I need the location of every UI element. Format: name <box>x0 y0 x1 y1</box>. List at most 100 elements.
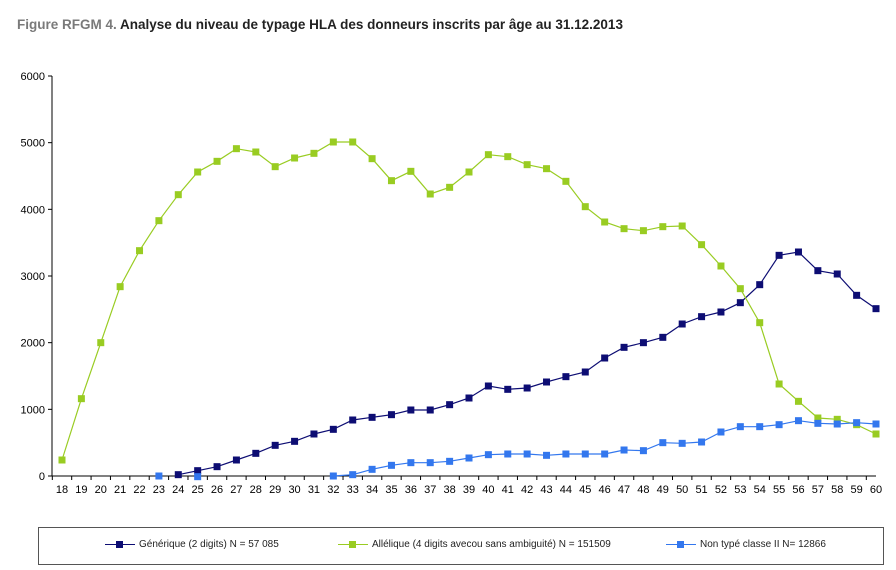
x-tick-label: 54 <box>754 484 766 496</box>
data-point-untyped <box>620 446 628 454</box>
x-tick-label: 46 <box>599 484 611 496</box>
data-point-generic <box>794 248 802 256</box>
data-point-allelic <box>698 241 706 249</box>
data-point-untyped <box>329 472 337 480</box>
data-point-untyped <box>678 439 686 447</box>
data-point-generic <box>349 416 357 424</box>
data-point-untyped <box>698 438 706 446</box>
x-tick-label: 29 <box>269 484 281 496</box>
data-point-untyped <box>426 459 434 467</box>
data-point-generic <box>775 251 783 259</box>
data-point-generic <box>329 425 337 433</box>
data-point-allelic <box>465 168 473 176</box>
data-point-generic <box>368 413 376 421</box>
data-point-allelic <box>58 456 66 464</box>
data-point-untyped <box>639 447 647 455</box>
data-point-allelic <box>136 247 144 255</box>
data-point-allelic <box>310 149 318 157</box>
data-point-untyped <box>368 465 376 473</box>
x-tick-label: 47 <box>618 484 630 496</box>
data-point-allelic <box>426 190 434 198</box>
x-tick-label: 43 <box>540 484 552 496</box>
data-point-generic <box>717 308 725 316</box>
data-point-untyped <box>775 421 783 429</box>
x-tick-label: 28 <box>250 484 262 496</box>
data-point-generic <box>756 281 764 289</box>
data-point-allelic <box>387 177 395 185</box>
legend-key-untyped <box>666 540 696 550</box>
data-point-generic <box>872 305 880 313</box>
data-point-generic <box>736 299 744 307</box>
x-tick-label: 36 <box>405 484 417 496</box>
data-point-allelic <box>97 339 105 347</box>
x-tick-label: 52 <box>715 484 727 496</box>
data-point-untyped <box>484 451 492 459</box>
data-point-generic <box>523 384 531 392</box>
data-point-allelic <box>484 151 492 159</box>
data-point-allelic <box>349 138 357 146</box>
data-point-generic <box>853 291 861 299</box>
y-tick-label: 4000 <box>21 204 45 216</box>
data-point-generic <box>814 267 822 275</box>
data-point-allelic <box>756 319 764 327</box>
data-point-allelic <box>581 203 589 211</box>
y-tick-label: 2000 <box>21 338 45 350</box>
x-tick-label: 30 <box>288 484 300 496</box>
data-point-generic <box>504 385 512 393</box>
series-line-untyped <box>333 420 877 477</box>
data-point-generic <box>581 368 589 376</box>
x-tick-label: 26 <box>211 484 223 496</box>
data-point-allelic <box>194 168 202 176</box>
data-point-generic <box>562 373 570 381</box>
x-tick-label: 33 <box>347 484 359 496</box>
x-tick-label: 32 <box>327 484 339 496</box>
x-tick-label: 40 <box>482 484 494 496</box>
title-text: Analyse du niveau de typage HLA des donn… <box>120 17 623 32</box>
x-tick-label: 24 <box>172 484 184 496</box>
legend: Générique (2 digits) N = 57 085 Alléliqu… <box>38 527 884 565</box>
data-point-generic <box>833 270 841 278</box>
legend-label-allelic: Allélique (4 digits avecou sans ambiguit… <box>372 539 611 550</box>
data-point-untyped <box>543 451 551 459</box>
x-tick-label: 20 <box>95 484 107 496</box>
data-point-allelic <box>794 397 802 405</box>
x-tick-label: 59 <box>850 484 862 496</box>
data-point-generic <box>252 449 260 457</box>
x-tick-label: 56 <box>792 484 804 496</box>
x-tick-label: 41 <box>502 484 514 496</box>
x-tick-label: 39 <box>463 484 475 496</box>
x-tick-label: 19 <box>75 484 87 496</box>
x-tick-label: 25 <box>192 484 204 496</box>
data-point-untyped <box>872 420 880 428</box>
x-tick-label: 42 <box>521 484 533 496</box>
data-point-generic <box>194 467 202 475</box>
data-point-untyped <box>523 450 531 458</box>
y-tick-label: 1000 <box>21 404 45 416</box>
data-point-allelic <box>232 145 240 153</box>
data-point-generic <box>232 456 240 464</box>
x-tick-label: 57 <box>812 484 824 496</box>
data-point-allelic <box>543 165 551 173</box>
data-point-allelic <box>814 414 822 422</box>
data-point-untyped <box>562 450 570 458</box>
series-line-allelic <box>61 141 877 461</box>
data-point-untyped <box>659 439 667 447</box>
data-point-untyped <box>833 420 841 428</box>
y-tick-label: 0 <box>39 471 45 483</box>
x-tick-label: 45 <box>579 484 591 496</box>
chart-title: Figure RFGM 4. Analyse du niveau de typa… <box>17 17 623 32</box>
data-point-allelic <box>504 153 512 161</box>
x-tick-label: 27 <box>230 484 242 496</box>
data-point-allelic <box>116 283 124 291</box>
y-tick-label: 5000 <box>21 138 45 150</box>
data-point-generic <box>291 437 299 445</box>
data-point-allelic <box>368 155 376 163</box>
data-point-generic <box>659 333 667 341</box>
data-point-allelic <box>523 161 531 169</box>
data-point-allelic <box>252 148 260 156</box>
x-tick-label: 48 <box>637 484 649 496</box>
data-point-allelic <box>639 227 647 235</box>
data-point-untyped <box>717 428 725 436</box>
data-point-allelic <box>446 183 454 191</box>
data-point-allelic <box>562 177 570 185</box>
